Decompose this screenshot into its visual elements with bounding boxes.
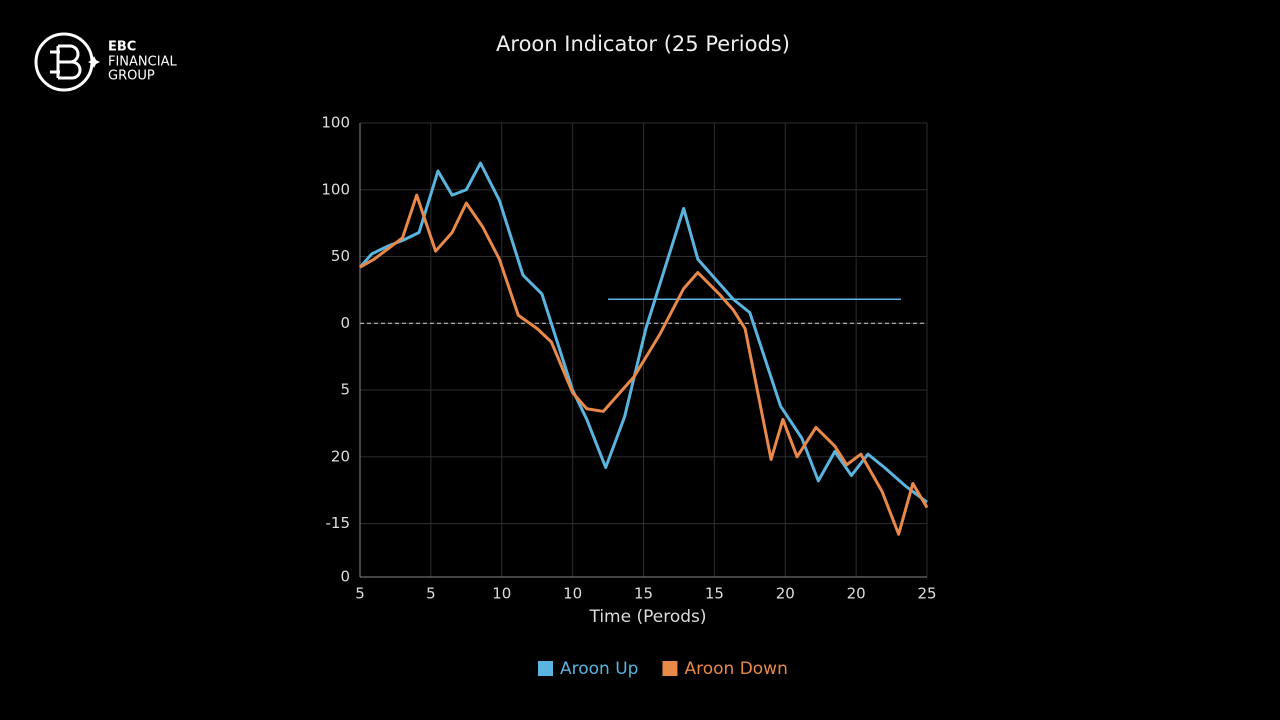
x-tick-label: 5 (426, 585, 436, 603)
logo-star (88, 56, 100, 68)
x-tick-label: 5 (355, 585, 365, 603)
logo-name: EBC (108, 40, 136, 55)
y-tick-label: 20 (331, 447, 350, 465)
x-tick-label: 10 (563, 585, 582, 603)
x-axis-label: Time (Perods) (588, 607, 706, 627)
series-line (358, 161, 928, 504)
x-tick-label: 10 (492, 585, 511, 603)
y-tick-label: 0 (340, 314, 350, 332)
y-tick-label: 5 (340, 381, 350, 399)
x-tick-label: 15 (634, 585, 653, 603)
y-tick-label: 100 (321, 180, 350, 198)
logo: EBC FINANCIAL GROUP (34, 32, 177, 92)
legend-swatch (662, 661, 678, 676)
y-tick-label: 50 (331, 247, 350, 265)
legend-swatch (538, 661, 553, 676)
x-tick-label: 25 (917, 585, 936, 603)
legend-label: Aroon Down (684, 659, 787, 679)
legend-label: Aroon Up (560, 659, 638, 679)
logo-line: FINANCIAL (108, 55, 177, 70)
logo-line: GROUP (108, 69, 155, 84)
y-tick-label: 0 (340, 568, 350, 586)
x-tick-label: 20 (776, 585, 795, 603)
x-tick-label: 20 (847, 585, 866, 603)
y-tick-label: -15 (326, 514, 351, 532)
x-tick-label: 15 (705, 585, 724, 603)
logo-mark (50, 44, 82, 80)
y-tick-label: 100 (321, 114, 350, 132)
chart-title: Aroon Indicator (25 Periods) (496, 32, 790, 56)
series-line (359, 193, 929, 536)
